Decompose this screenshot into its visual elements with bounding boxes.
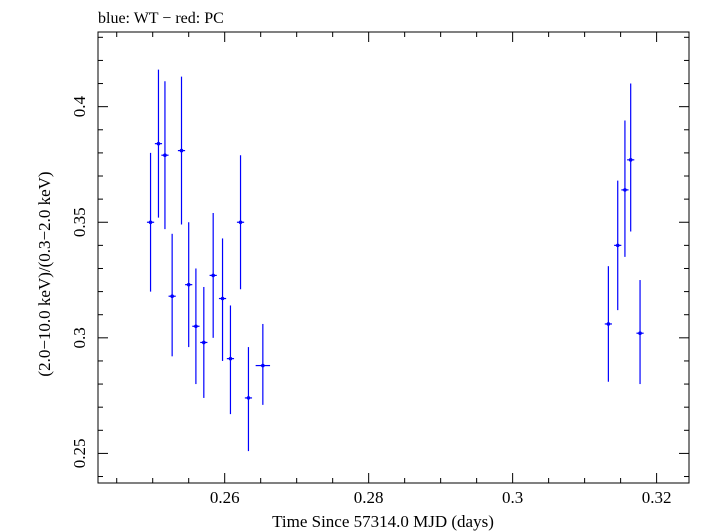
data-marker — [156, 141, 161, 146]
data-point — [161, 81, 169, 230]
y-tick-label: 0.35 — [70, 207, 89, 237]
data-point — [146, 152, 155, 292]
data-point — [226, 305, 235, 415]
data-marker — [623, 188, 627, 192]
data-marker — [606, 322, 611, 326]
data-marker — [628, 158, 633, 162]
data-point — [236, 155, 245, 290]
data-point — [627, 83, 635, 232]
data-point — [192, 268, 200, 385]
data-point — [209, 213, 217, 338]
data-marker — [194, 324, 198, 329]
y-tick-label: 0.25 — [70, 439, 89, 469]
data-marker — [148, 220, 153, 225]
data-point — [255, 323, 271, 405]
data-point — [218, 238, 227, 361]
data-marker — [211, 273, 215, 278]
plot-frame — [97, 31, 690, 484]
data-marker — [202, 340, 206, 345]
y-tick-label: 0.3 — [70, 327, 89, 348]
data-point — [244, 347, 253, 452]
data-point — [154, 69, 163, 218]
y-tick-label: 0.4 — [70, 96, 89, 118]
data-points — [146, 69, 644, 452]
data-marker — [615, 243, 620, 248]
data-marker — [163, 153, 167, 158]
data-marker — [246, 396, 251, 400]
data-point — [168, 233, 176, 357]
x-axis-label: Time Since 57314.0 MJD (days) — [272, 512, 494, 531]
x-tick-label: 0.32 — [642, 488, 672, 507]
y-axis-label: (2.0−10.0 keV)/(0.3−2.0 keV) — [35, 171, 54, 376]
data-marker — [261, 363, 265, 368]
data-point — [621, 120, 629, 257]
data-marker — [238, 220, 243, 225]
data-marker — [228, 356, 233, 361]
data-marker — [638, 331, 642, 336]
chart-title: blue: WT − red: PC — [98, 10, 224, 27]
data-point — [200, 286, 208, 398]
x-tick-label: 0.26 — [210, 488, 240, 507]
x-axis: 0.26 0.28 0.3 0.32 — [116, 32, 672, 507]
data-marker — [170, 294, 174, 299]
data-marker — [220, 296, 225, 301]
data-point — [177, 76, 186, 225]
y-axis: 0.25 0.3 0.35 0.4 — [70, 36, 689, 478]
data-marker — [186, 282, 191, 287]
data-point — [636, 280, 644, 385]
data-point — [185, 222, 193, 348]
x-tick-label: 0.28 — [354, 488, 384, 507]
data-point — [604, 266, 612, 382]
data-point — [614, 180, 622, 311]
data-marker — [179, 148, 184, 153]
x-tick-label: 0.3 — [502, 488, 523, 507]
